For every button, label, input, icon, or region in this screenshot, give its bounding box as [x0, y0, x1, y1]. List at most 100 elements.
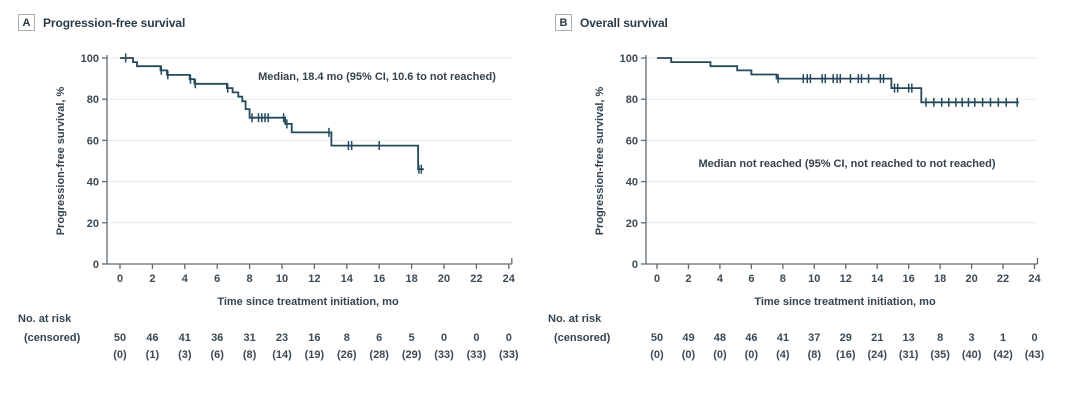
at-risk-count: 0	[473, 332, 479, 344]
x-tick-label: 16	[373, 273, 385, 285]
censored-count: (35)	[930, 349, 950, 361]
y-tick-label: 100	[620, 53, 638, 65]
censored-count: (0)	[650, 349, 664, 361]
censored-count: (6)	[210, 349, 224, 361]
risk-header-a: No. at risk	[18, 313, 72, 325]
censored-count: (19)	[305, 349, 325, 361]
x-tick-label: 8	[780, 273, 786, 285]
risk-header-b: No. at risk	[548, 313, 602, 325]
at-risk-count: 1	[1000, 332, 1006, 344]
censored-count: (33)	[434, 349, 454, 361]
y-tick-label: 80	[87, 94, 99, 106]
x-tick-label: 18	[934, 273, 946, 285]
x-tick-label: 24	[1028, 273, 1041, 285]
censored-count: (0)	[682, 349, 696, 361]
at-risk-count: 50	[114, 332, 126, 344]
x-tick-label: 6	[748, 273, 754, 285]
x-tick-label: 14	[871, 273, 884, 285]
censored-count: (31)	[899, 349, 919, 361]
y-axis-title-a: Progression-free survival, %	[55, 87, 67, 236]
censored-count: (43)	[1025, 349, 1045, 361]
x-tick-label: 12	[308, 273, 320, 285]
censored-header-a: (censored)	[24, 332, 81, 344]
y-tick-label: 40	[626, 177, 638, 189]
x-tick-label: 0	[117, 273, 123, 285]
at-risk-count: 0	[506, 332, 512, 344]
censored-count: (40)	[962, 349, 982, 361]
censored-count: (8)	[243, 349, 257, 361]
x-tick-label: 8	[247, 273, 253, 285]
x-tick-label: 14	[341, 273, 354, 285]
at-risk-count: 36	[211, 332, 223, 344]
survival-curve	[657, 57, 1019, 104]
censored-count: (0)	[113, 349, 127, 361]
at-risk-count: 46	[146, 332, 158, 344]
x-tick-label: 4	[717, 273, 724, 285]
y-tick-label: 40	[87, 177, 99, 189]
censored-count: (42)	[993, 349, 1013, 361]
median-annotation-b: Median not reached (95% CI, not reached …	[698, 158, 995, 170]
panel-overall-survival: B Overall survival 0 20 40 60 80 100 0 2 4 6 8 10 12…	[540, 0, 1080, 400]
y-axis-title-b: Progression-free survival, %	[594, 87, 606, 236]
median-annotation-a: Median, 18.4 mo (95% CI, 10.6 to not rea…	[258, 71, 496, 83]
y-tick-label: 0	[93, 259, 99, 271]
at-risk-count: 48	[714, 332, 726, 344]
censored-count: (1)	[146, 349, 160, 361]
x-tick-label: 6	[214, 273, 220, 285]
x-tick-label: 2	[149, 273, 155, 285]
censored-header-b: (censored)	[554, 332, 611, 344]
censored-count: (8)	[808, 349, 822, 361]
x-tick-label: 22	[997, 273, 1009, 285]
at-risk-count: 5	[409, 332, 415, 344]
at-risk-count: 23	[276, 332, 288, 344]
censored-count: (16)	[836, 349, 856, 361]
censored-count: (33)	[499, 349, 519, 361]
at-risk-count: 46	[745, 332, 757, 344]
x-axis-title-b: Time since treatment initiation, mo	[754, 296, 936, 308]
at-risk-count: 37	[808, 332, 820, 344]
y-tick-label: 20	[87, 218, 99, 230]
at-risk-count: 8	[937, 332, 943, 344]
censored-count: (29)	[402, 349, 422, 361]
at-risk-count: 29	[840, 332, 852, 344]
censored-count: (4)	[776, 349, 790, 361]
y-tick-label: 100	[81, 53, 99, 65]
panel-a-header: A Progression-free survival	[18, 14, 185, 31]
censored-count: (0)	[745, 349, 759, 361]
at-risk-count: 13	[903, 332, 915, 344]
at-risk-count: 0	[1031, 332, 1037, 344]
panel-b-header: B Overall survival	[555, 14, 668, 31]
at-risk-count: 21	[871, 332, 883, 344]
x-tick-label: 22	[470, 273, 482, 285]
x-tick-label: 4	[182, 273, 189, 285]
y-tick-label: 60	[87, 135, 99, 147]
y-tick-label: 60	[626, 135, 638, 147]
x-tick-label: 20	[965, 273, 977, 285]
censored-count: (14)	[272, 349, 292, 361]
x-tick-label: 10	[808, 273, 820, 285]
censored-count: (24)	[867, 349, 887, 361]
at-risk-count: 50	[651, 332, 663, 344]
survival-curve	[120, 57, 424, 171]
at-risk-count: 0	[441, 332, 447, 344]
x-axis-title-a: Time since treatment initiation, mo	[217, 296, 399, 308]
at-risk-count: 6	[376, 332, 382, 344]
censored-count: (0)	[713, 349, 727, 361]
panel-progression-free-survival: A Progression-free survival 0 20 40 60 80 100…	[18, 14, 519, 361]
at-risk-count: 49	[682, 332, 694, 344]
at-risk-count: 16	[308, 332, 320, 344]
y-tick-label: 80	[626, 94, 638, 106]
x-tick-label: 12	[840, 273, 852, 285]
panel-b-letter-badge: B	[555, 14, 572, 31]
censored-count: (33)	[467, 349, 487, 361]
y-tick-label: 0	[632, 259, 638, 271]
censored-count: (3)	[178, 349, 192, 361]
x-tick-label: 24	[503, 273, 516, 285]
x-tick-label: 0	[654, 273, 660, 285]
at-risk-count: 8	[344, 332, 350, 344]
